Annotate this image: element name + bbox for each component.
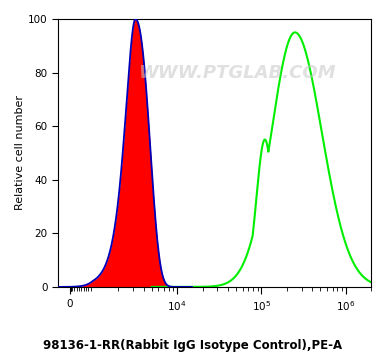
- Y-axis label: Relative cell number: Relative cell number: [15, 95, 25, 210]
- Text: 98136-1-RR(Rabbit IgG Isotype Control),PE-A: 98136-1-RR(Rabbit IgG Isotype Control),P…: [44, 339, 342, 352]
- Text: WWW.PTGLAB.COM: WWW.PTGLAB.COM: [137, 64, 335, 82]
